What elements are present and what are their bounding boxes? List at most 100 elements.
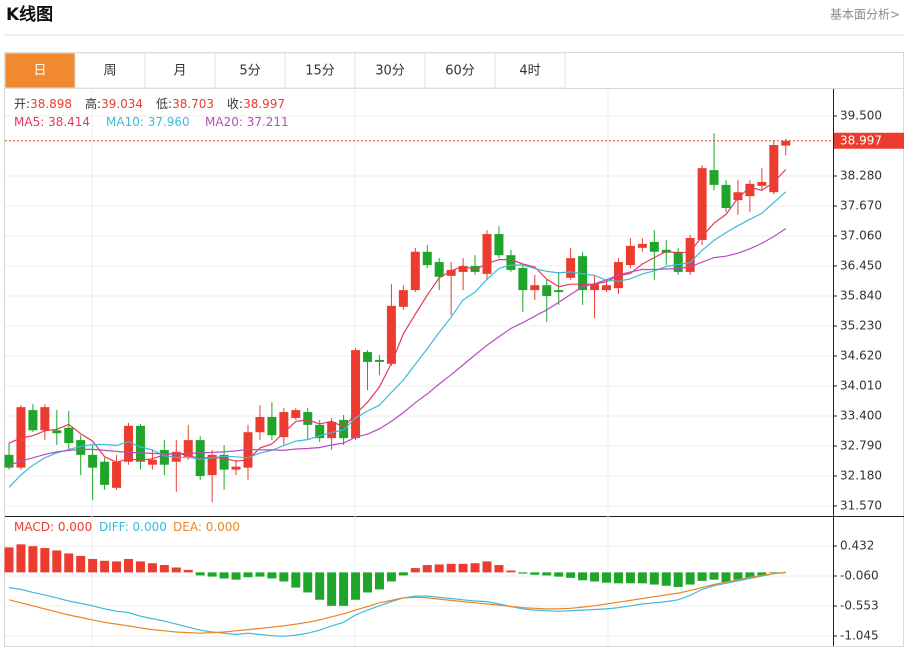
- readout: 收:38.997: [227, 97, 285, 111]
- readout-part: DIFF: [99, 520, 126, 534]
- macd-bar: [374, 572, 384, 590]
- macd-bar: [267, 572, 277, 579]
- candle-body: [709, 170, 719, 185]
- readout-part: :: [40, 115, 48, 129]
- candle-body: [374, 359, 384, 362]
- candle-body: [554, 290, 564, 293]
- readout-part: :: [140, 115, 148, 129]
- macd-bar: [721, 572, 731, 583]
- macd-bar: [52, 550, 62, 573]
- macd-bar: [100, 560, 110, 573]
- y-tick-label: 36.450: [840, 259, 882, 273]
- macd-bar: [733, 572, 743, 580]
- line: [8, 191, 787, 488]
- readout-part: MA20: [205, 115, 239, 129]
- readout-part: 39.034: [101, 97, 143, 111]
- candle-body: [446, 269, 456, 276]
- macd-bar: [518, 572, 528, 574]
- candle-body: [745, 183, 755, 197]
- readout-part: :: [50, 520, 58, 534]
- y-tick-label: 31.570: [840, 499, 882, 513]
- candle-body: [327, 421, 337, 439]
- candle-body: [757, 181, 767, 186]
- macd-bar: [685, 572, 695, 585]
- candle-body: [542, 285, 552, 297]
- macd-bar: [147, 563, 157, 573]
- tab-label[interactable]: 4时: [519, 64, 540, 79]
- tab-label[interactable]: 日: [33, 64, 46, 79]
- macd-bar: [709, 572, 719, 580]
- tab-label[interactable]: 30分: [375, 64, 405, 79]
- candle-body: [88, 454, 98, 468]
- tab-label[interactable]: 60分: [445, 64, 475, 79]
- tab[interactable]: [214, 52, 286, 89]
- readout: MA10: 37.960: [106, 115, 190, 129]
- readout-part: 38.414: [48, 115, 90, 129]
- macd-bar: [40, 547, 50, 573]
- candle-body: [386, 305, 396, 364]
- readout-part: 开: [14, 97, 26, 111]
- readout-part: 0.000: [206, 520, 240, 534]
- line: [8, 228, 787, 466]
- macd-bar: [171, 567, 181, 573]
- y-tick-label: 35.840: [840, 289, 882, 303]
- macd-bar: [566, 572, 576, 578]
- tab[interactable]: [424, 52, 496, 89]
- readout-part: 高: [85, 96, 97, 111]
- y-tick-label: 37.670: [840, 199, 882, 213]
- readout: 低:38.703: [156, 97, 214, 111]
- macd-bar: [745, 572, 755, 578]
- y-tick-label: 35.230: [840, 319, 882, 333]
- macd-bar: [661, 572, 671, 586]
- candle-body: [566, 258, 576, 278]
- readout: MA5: 38.414: [14, 115, 90, 129]
- tab[interactable]: [354, 52, 426, 89]
- frame: [4, 52, 904, 647]
- macd-bar: [183, 569, 193, 573]
- readout-part: 37.211: [247, 115, 289, 129]
- candle-body: [769, 145, 779, 193]
- macd-bar: [506, 570, 516, 573]
- tab-bar: 日 周 月 5分 15分 30分 60分 4时: [4, 52, 566, 89]
- candle-body: [351, 350, 361, 439]
- macd-bar: [219, 572, 229, 579]
- macd-bar: [135, 561, 145, 573]
- macd-bar: [231, 572, 241, 580]
- candle-body: [16, 407, 26, 468]
- y-tick-label: -1.045: [840, 628, 879, 642]
- tab[interactable]: [4, 52, 76, 89]
- candle-body: [64, 427, 74, 444]
- macd-bar: [470, 563, 480, 573]
- tab[interactable]: [494, 52, 566, 89]
- tab-label[interactable]: 15分: [305, 64, 335, 79]
- tab[interactable]: [144, 52, 216, 89]
- tab[interactable]: [74, 52, 146, 89]
- candle-body: [76, 440, 86, 455]
- candle-body: [112, 461, 122, 488]
- macd-bar: [422, 565, 432, 573]
- y-tick-label: 34.010: [840, 379, 882, 393]
- readout: MACD: 0.000: [14, 520, 92, 534]
- readout-part: MACD: [14, 520, 50, 534]
- macd-bar: [88, 558, 98, 573]
- macd-bar: [76, 555, 86, 573]
- tab-label[interactable]: 5分: [239, 64, 260, 79]
- macd-bar: [112, 561, 122, 573]
- y-tick-label: 32.180: [840, 469, 882, 483]
- macd-bar: [625, 572, 635, 584]
- readout: DIFF: 0.000: [99, 520, 167, 534]
- link[interactable]: 基本面分析>: [830, 8, 900, 22]
- tab-label[interactable]: 月: [173, 64, 186, 79]
- readout-part: 38.898: [30, 97, 72, 111]
- macd-bar: [769, 572, 779, 573]
- readout-part: :: [125, 520, 133, 534]
- v-grid: [91, 90, 609, 646]
- macd-bar: [697, 572, 707, 581]
- readout-part: :: [239, 115, 247, 129]
- macd-bar: [124, 558, 133, 573]
- readout-part: 37.960: [148, 115, 190, 129]
- candle-body: [279, 412, 289, 438]
- tab-label[interactable]: 周: [103, 64, 116, 79]
- readout-part: 0.000: [133, 520, 167, 534]
